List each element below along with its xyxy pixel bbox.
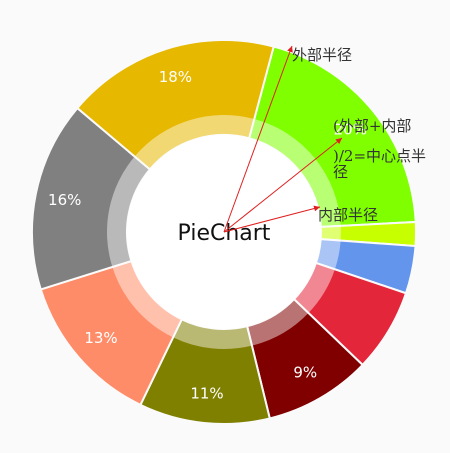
inner-ring-segment — [173, 319, 252, 350]
mid-radius-annotation-line3: 径 — [333, 163, 348, 181]
outer-radius-annotation: 外部半径 — [292, 46, 352, 64]
inner-radius-annotation: 内部半径 — [318, 206, 378, 224]
inner-ring-segment — [134, 115, 255, 170]
outer-radius-arrow — [223, 45, 293, 233]
radius-arrows — [223, 45, 343, 233]
slice-label: 16% — [48, 191, 81, 209]
slice-labels: 20% 9% 11% 13% 16% 18% — [48, 68, 367, 403]
inner-ring-segment — [315, 239, 341, 270]
center-text: PieChart — [178, 221, 271, 246]
inner-ring-segment — [294, 262, 335, 313]
inner-translucent-ring — [107, 115, 341, 350]
slice-label: 11% — [190, 385, 223, 403]
mid-radius-annotation-line1: (外部+内部 — [333, 117, 411, 135]
inner-ring-segment — [112, 261, 182, 338]
slice-label: 13% — [84, 329, 117, 347]
slice-label: 20% — [334, 121, 367, 139]
mid-radius-arrow — [223, 137, 343, 233]
pie-slice[interactable] — [247, 45, 417, 228]
inner-ring-segment — [247, 299, 309, 346]
inner-radius-arrow — [223, 205, 321, 233]
inner-ring-segment — [107, 156, 150, 267]
slice-label: 9% — [293, 364, 317, 382]
mid-radius-annotation-line2: )/2=中心点半 — [333, 147, 426, 165]
inner-ring-segment — [249, 118, 341, 227]
pie-slices — [31, 39, 417, 425]
inner-ring-segment — [320, 225, 341, 241]
slice-label: 18% — [159, 68, 192, 86]
